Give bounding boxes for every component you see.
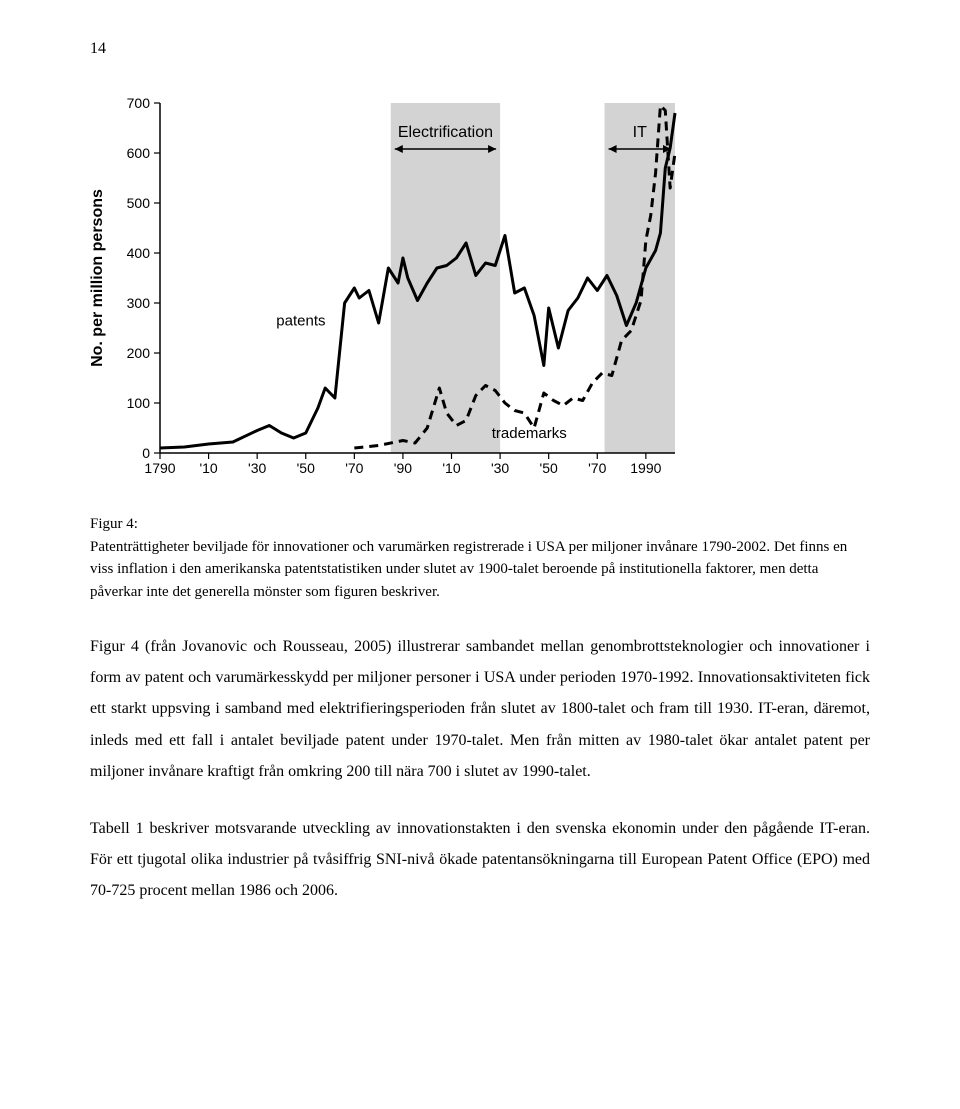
svg-text:600: 600 (127, 145, 151, 161)
svg-text:'30: '30 (491, 460, 509, 476)
svg-text:1990: 1990 (630, 460, 661, 476)
svg-text:500: 500 (127, 195, 151, 211)
svg-text:No. per million persons: No. per million persons (89, 189, 106, 367)
svg-text:300: 300 (127, 295, 151, 311)
page: 14 Electrification IT patents trademarks 0 10… (0, 0, 960, 973)
caption-body: Patenträttigheter beviljade för innovati… (90, 536, 870, 604)
paragraph-1: Figur 4 (från Jovanovic och Rousseau, 20… (90, 631, 870, 787)
paragraph-2: Tabell 1 beskriver motsvarande utvecklin… (90, 813, 870, 907)
svg-text:'10: '10 (442, 460, 460, 476)
patents-trademarks-chart: Electrification IT patents trademarks 0 100 20… (80, 88, 690, 488)
svg-text:0: 0 (142, 445, 150, 461)
svg-text:IT: IT (633, 124, 647, 141)
svg-text:trademarks: trademarks (492, 425, 567, 442)
svg-text:Electrification: Electrification (398, 124, 493, 141)
svg-text:'70: '70 (345, 460, 363, 476)
svg-text:400: 400 (127, 245, 151, 261)
svg-text:'50: '50 (540, 460, 558, 476)
svg-text:'90: '90 (394, 460, 412, 476)
svg-text:200: 200 (127, 345, 151, 361)
svg-text:'10: '10 (199, 460, 217, 476)
svg-text:'70: '70 (588, 460, 606, 476)
svg-text:patents: patents (276, 313, 325, 330)
svg-text:1790: 1790 (144, 460, 175, 476)
chart-container: Electrification IT patents trademarks 0 100 20… (80, 88, 870, 493)
svg-text:'50: '50 (297, 460, 315, 476)
svg-text:100: 100 (127, 395, 151, 411)
figure-caption: Figur 4: Patenträttigheter beviljade för… (90, 513, 870, 603)
svg-text:'30: '30 (248, 460, 266, 476)
svg-text:700: 700 (127, 95, 151, 111)
caption-title: Figur 4: (90, 513, 870, 536)
page-number: 14 (90, 40, 870, 58)
